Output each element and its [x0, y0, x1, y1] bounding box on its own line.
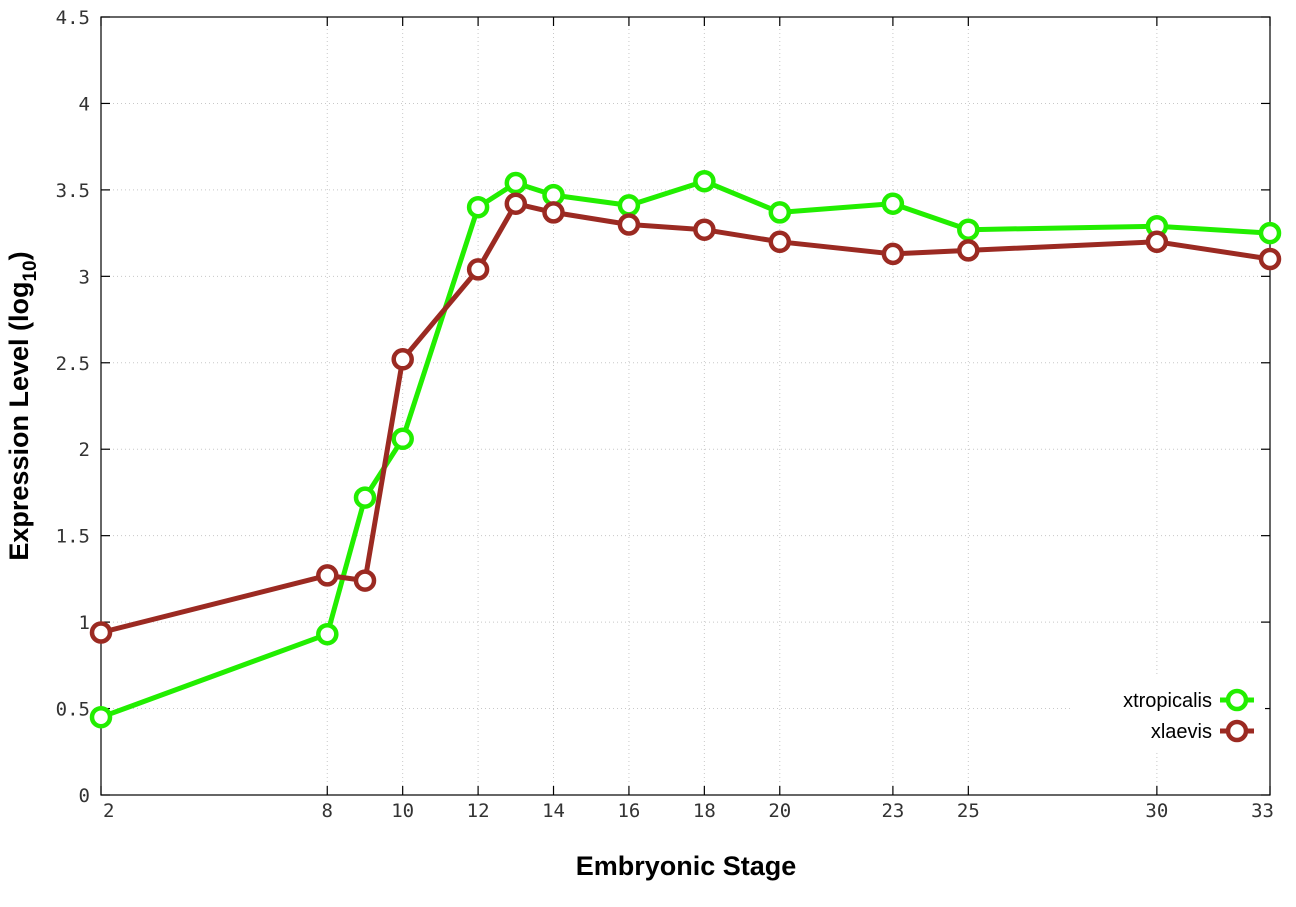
- data-point-xlaevis-stage-9: [353, 569, 377, 592]
- data-point-xtropicalis-stage-10: [391, 427, 414, 451]
- data-point-xlaevis-stage-13: [504, 192, 528, 215]
- x-axis-title: Embryonic Stage: [576, 851, 797, 881]
- data-point-xlaevis-stage-23: [881, 242, 905, 266]
- data-point-xtropicalis-stage-2: [89, 705, 113, 729]
- x-tick-label: 2: [103, 800, 114, 822]
- data-point-xtropicalis-stage-20: [768, 201, 792, 224]
- legend-item-xlaevis: xlaevis: [1151, 719, 1254, 743]
- x-tick-label: 23: [881, 800, 904, 822]
- data-point-xtropicalis-stage-18: [693, 169, 716, 193]
- data-point-xtropicalis-stage-16: [617, 194, 641, 217]
- y-axis-title: Expression Level (log10): [4, 251, 41, 560]
- data-point-xlaevis-stage-8: [316, 564, 339, 587]
- data-point-xtropicalis-stage-8: [316, 622, 339, 646]
- data-point-xlaevis-stage-12: [466, 258, 490, 281]
- y-tick-label: 3.5: [56, 180, 90, 202]
- y-tick-label: 2.5: [56, 353, 90, 375]
- x-tick-label: 20: [768, 800, 791, 822]
- series-line-xlaevis: [100, 201, 1271, 635]
- y-tick-label: 1.5: [56, 526, 90, 548]
- data-point-xtropicalis-stage-9: [353, 486, 377, 509]
- legend-item-xtropicalis: xtropicalis: [1123, 688, 1254, 712]
- x-tick-label: 25: [957, 800, 980, 822]
- legend-label-xlaevis: xlaevis: [1151, 721, 1212, 743]
- x-tick-label: 12: [467, 800, 490, 822]
- axis-ticks: 0 0.5 1 1.5 2 2.5 3 3.5 4 4.5 2 8 10 12 14 16 18 20 23 25 30…: [56, 7, 1274, 822]
- x-tick-label: 30: [1145, 800, 1168, 822]
- data-point-xtropicalis-stage-23: [881, 192, 905, 215]
- legend-marker-xlaevis: [1225, 719, 1249, 743]
- y-tick-label: 3: [79, 266, 90, 288]
- data-point-xlaevis-stage-30: [1145, 230, 1169, 254]
- series-xlaevis: [89, 192, 1282, 644]
- x-tick-label: 14: [542, 800, 565, 822]
- legend-label-xtropicalis: xtropicalis: [1123, 690, 1212, 712]
- data-point-xtropicalis-stage-25: [957, 218, 980, 241]
- data-point-xlaevis-stage-2: [89, 621, 113, 644]
- x-tick-label: 16: [617, 800, 640, 822]
- y-axis-title-main: Expression Level (log: [4, 282, 34, 561]
- x-tick-label: 18: [693, 800, 716, 822]
- x-tick-label: 10: [391, 800, 414, 822]
- legend-marker-xtropicalis: [1225, 688, 1249, 712]
- data-point-xlaevis-stage-20: [768, 230, 792, 254]
- data-point-xlaevis-stage-18: [693, 218, 716, 241]
- series-lines: [89, 169, 1282, 729]
- y-axis-title-close: ): [4, 251, 34, 260]
- data-point-xlaevis-stage-16: [617, 213, 641, 236]
- data-point-xlaevis-stage-14: [542, 201, 565, 224]
- y-tick-label: 2: [79, 439, 90, 461]
- data-point-xlaevis-stage-10: [391, 348, 414, 371]
- data-point-xtropicalis-stage-13: [504, 171, 528, 195]
- legend: xtropicalis xlaevis: [1070, 675, 1265, 753]
- x-tick-label: 33: [1251, 800, 1274, 822]
- plot-frame: [100, 16, 1271, 796]
- data-point-xlaevis-stage-25: [957, 239, 980, 262]
- data-point-xtropicalis-stage-33: [1258, 221, 1282, 245]
- y-tick-label: 0: [79, 785, 90, 807]
- y-tick-label: 4: [79, 93, 90, 115]
- data-point-xtropicalis-stage-12: [466, 195, 490, 219]
- x-tick-label: 8: [322, 800, 333, 822]
- y-tick-label: 1: [79, 612, 90, 634]
- y-tick-label: 4.5: [56, 7, 90, 29]
- grid-lines: [101, 17, 1270, 795]
- series-xtropicalis: [89, 169, 1282, 729]
- series-line-xtropicalis: [100, 178, 1271, 720]
- y-tick-label: 0.5: [56, 699, 90, 721]
- data-point-xlaevis-stage-33: [1258, 247, 1282, 271]
- y-axis-title-subscript: 10: [20, 260, 41, 281]
